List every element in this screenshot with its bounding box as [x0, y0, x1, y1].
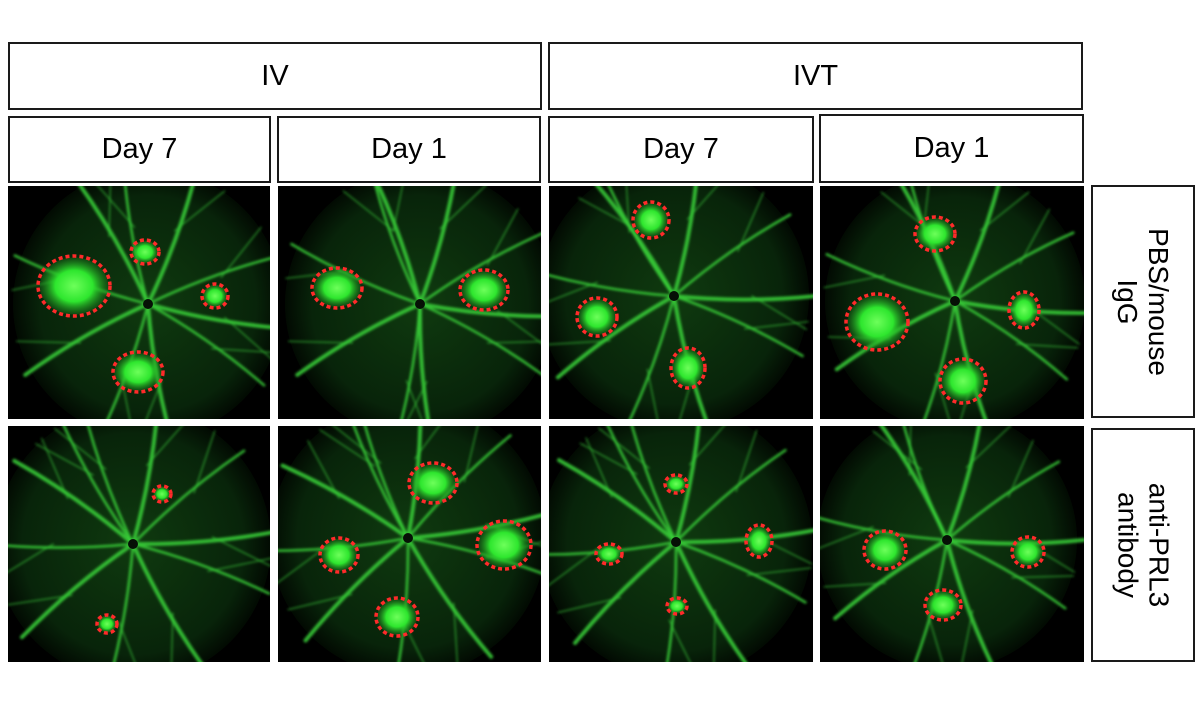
day-header-ivt-day7: Day 7: [548, 116, 814, 183]
group-label-ivt: IVT: [792, 59, 839, 92]
day-header-ivt-day1: Day 1: [819, 114, 1084, 183]
fundus-image-ivt-day1-control: [820, 186, 1084, 419]
day-label: Day 7: [101, 133, 178, 165]
day-header-iv-day1: Day 1: [277, 116, 541, 183]
fundus-image-iv-day7-treated: [8, 426, 270, 662]
row-label-pbs-igg: PBS/mouse IgG: [1091, 185, 1195, 418]
row-label-line: antibody: [1112, 492, 1144, 598]
fundus-image-iv-day1-treated: [278, 426, 541, 662]
row-label-line: IgG: [1112, 278, 1144, 325]
day-header-iv-day7: Day 7: [8, 116, 271, 183]
fundus-image-ivt-day1-treated: [820, 426, 1084, 662]
group-label-iv: IV: [261, 59, 289, 92]
fundus-image-iv-day1-control: [278, 186, 541, 419]
fundus-image-iv-day7-control: [8, 186, 270, 419]
fundus-image-ivt-day7-treated: [549, 426, 813, 662]
row-label-line: PBS/mouse: [1143, 227, 1175, 376]
day-label: Day 7: [643, 133, 719, 165]
day-label: Day 1: [371, 133, 447, 165]
row-label-line: anti-PRL3: [1143, 482, 1175, 608]
group-header-iv: IV: [8, 42, 542, 110]
fundus-image-ivt-day7-control: [549, 186, 813, 419]
day-label: Day 1: [913, 132, 990, 164]
row-label-anti-prl3: anti-PRL3 antibody: [1091, 428, 1195, 662]
group-header-ivt: IVT: [548, 42, 1083, 110]
